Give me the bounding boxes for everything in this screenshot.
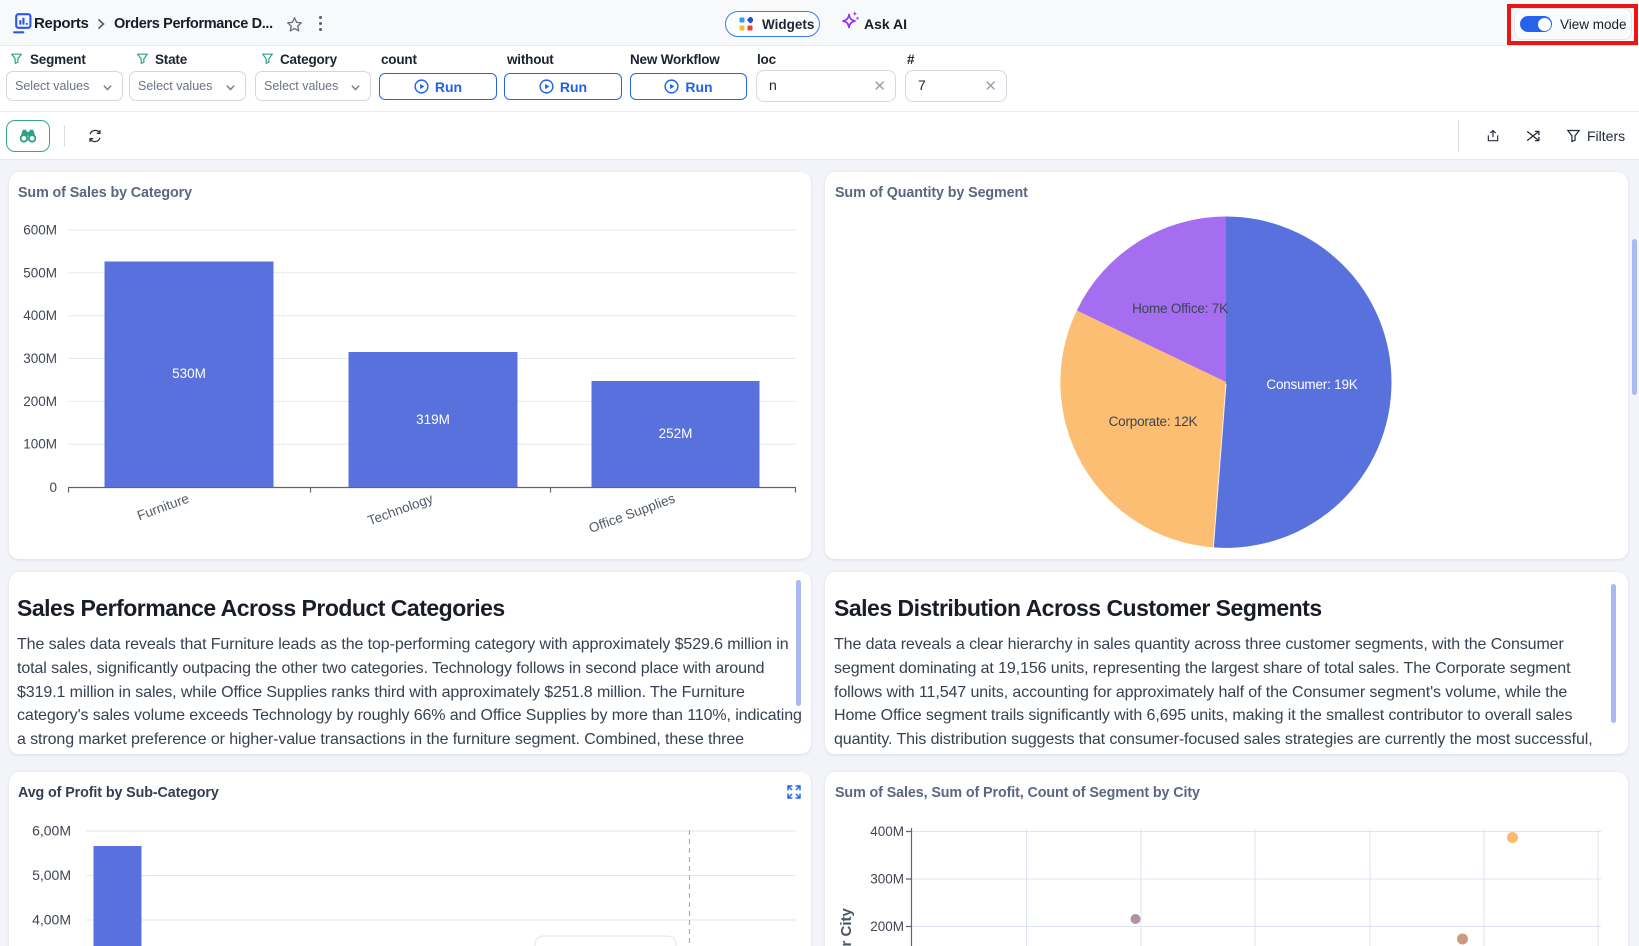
svg-text:0: 0 (49, 480, 57, 495)
svg-text:6,00M: 6,00M (32, 823, 71, 839)
svg-text:200M: 200M (23, 394, 57, 409)
svg-text:5,00M: 5,00M (32, 867, 71, 883)
svg-text:Corporate: 12K: Corporate: 12K (1109, 414, 1198, 429)
svg-text:300M: 300M (23, 351, 57, 366)
svg-text:400M: 400M (23, 308, 57, 323)
svg-text:Furniture: Furniture (135, 491, 191, 524)
svg-text:200M: 200M (870, 919, 904, 934)
svg-text:Office Supplies: Office Supplies (587, 491, 677, 536)
svg-text:Consumer: 19K: Consumer: 19K (1266, 377, 1357, 392)
svg-text:600M: 600M (23, 223, 57, 238)
svg-text:300M: 300M (870, 872, 904, 887)
svg-text:400M: 400M (870, 824, 904, 839)
svg-text:4,00M: 4,00M (32, 912, 71, 928)
svg-text:100M: 100M (23, 437, 57, 452)
svg-text:Technology: Technology (366, 491, 436, 529)
svg-text:530M: 530M (172, 366, 206, 381)
svg-text:Home Office: 7K: Home Office: 7K (1132, 301, 1228, 316)
svg-text:500M: 500M (23, 265, 57, 280)
svg-text:252M: 252M (659, 426, 693, 441)
svg-text:319M: 319M (416, 412, 450, 427)
